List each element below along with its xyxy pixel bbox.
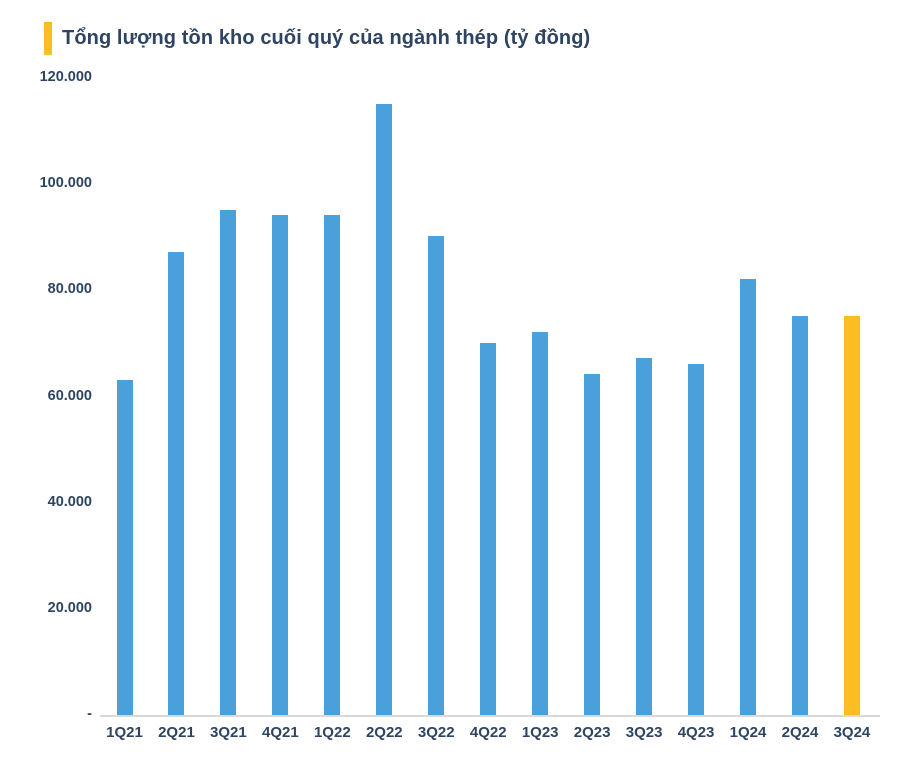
x-axis-label-3Q21: 3Q21 xyxy=(210,724,247,741)
x-axis-label-2Q24: 2Q24 xyxy=(781,724,819,741)
bar-2Q21 xyxy=(168,252,185,715)
y-axis-tick-label: 100.000 xyxy=(39,175,92,192)
bar-1Q23 xyxy=(532,331,549,715)
x-axis-label-3Q22: 3Q22 xyxy=(417,724,455,741)
bar-3Q24 xyxy=(843,315,860,715)
chart-title: Tổng lượng tồn kho cuối quý của ngành th… xyxy=(62,27,591,49)
y-axis-tick-label: 60.000 xyxy=(47,387,92,404)
y-axis-tick-label: 80.000 xyxy=(47,281,92,298)
legend-marker-icon xyxy=(44,22,52,55)
x-axis-label-2Q21: 2Q21 xyxy=(158,724,195,741)
chart-header: Tổng lượng tồn kho cuối quý của ngành th… xyxy=(44,22,590,55)
y-axis-tick-label: 120.000 xyxy=(39,69,92,85)
x-axis-label-4Q22: 4Q22 xyxy=(469,724,507,741)
bar-4Q21 xyxy=(272,215,289,715)
bar-3Q23 xyxy=(636,358,653,715)
x-axis-label-3Q23: 3Q23 xyxy=(625,724,663,741)
bar-4Q23 xyxy=(688,363,705,715)
y-axis-tick-label: 40.000 xyxy=(47,493,92,510)
x-axis-label-3Q24: 3Q24 xyxy=(833,724,871,741)
bar-4Q22 xyxy=(480,342,497,715)
x-axis-baseline xyxy=(100,715,880,717)
y-axis-tick-label: - xyxy=(87,706,92,723)
x-axis-label-1Q23: 1Q23 xyxy=(521,724,559,741)
y-axis-tick-label: 20.000 xyxy=(47,600,92,616)
bar-2Q23 xyxy=(584,374,601,715)
x-axis-label-2Q22: 2Q22 xyxy=(365,724,403,741)
bar-1Q21 xyxy=(116,379,133,715)
x-axis-label-1Q24: 1Q24 xyxy=(729,724,767,741)
bar-2Q24 xyxy=(791,315,808,715)
bar-2Q22 xyxy=(376,103,393,715)
bar-3Q22 xyxy=(428,236,445,715)
bar-3Q21 xyxy=(220,209,237,715)
bar-1Q24 xyxy=(740,278,757,715)
x-axis-label-4Q21: 4Q21 xyxy=(262,724,299,741)
x-axis-label-2Q23: 2Q23 xyxy=(573,724,611,741)
bar-1Q22 xyxy=(324,215,341,715)
x-axis-label-1Q22: 1Q22 xyxy=(313,724,351,741)
x-axis-label-4Q23: 4Q23 xyxy=(677,724,715,741)
x-axis-label-1Q21: 1Q21 xyxy=(106,724,143,741)
